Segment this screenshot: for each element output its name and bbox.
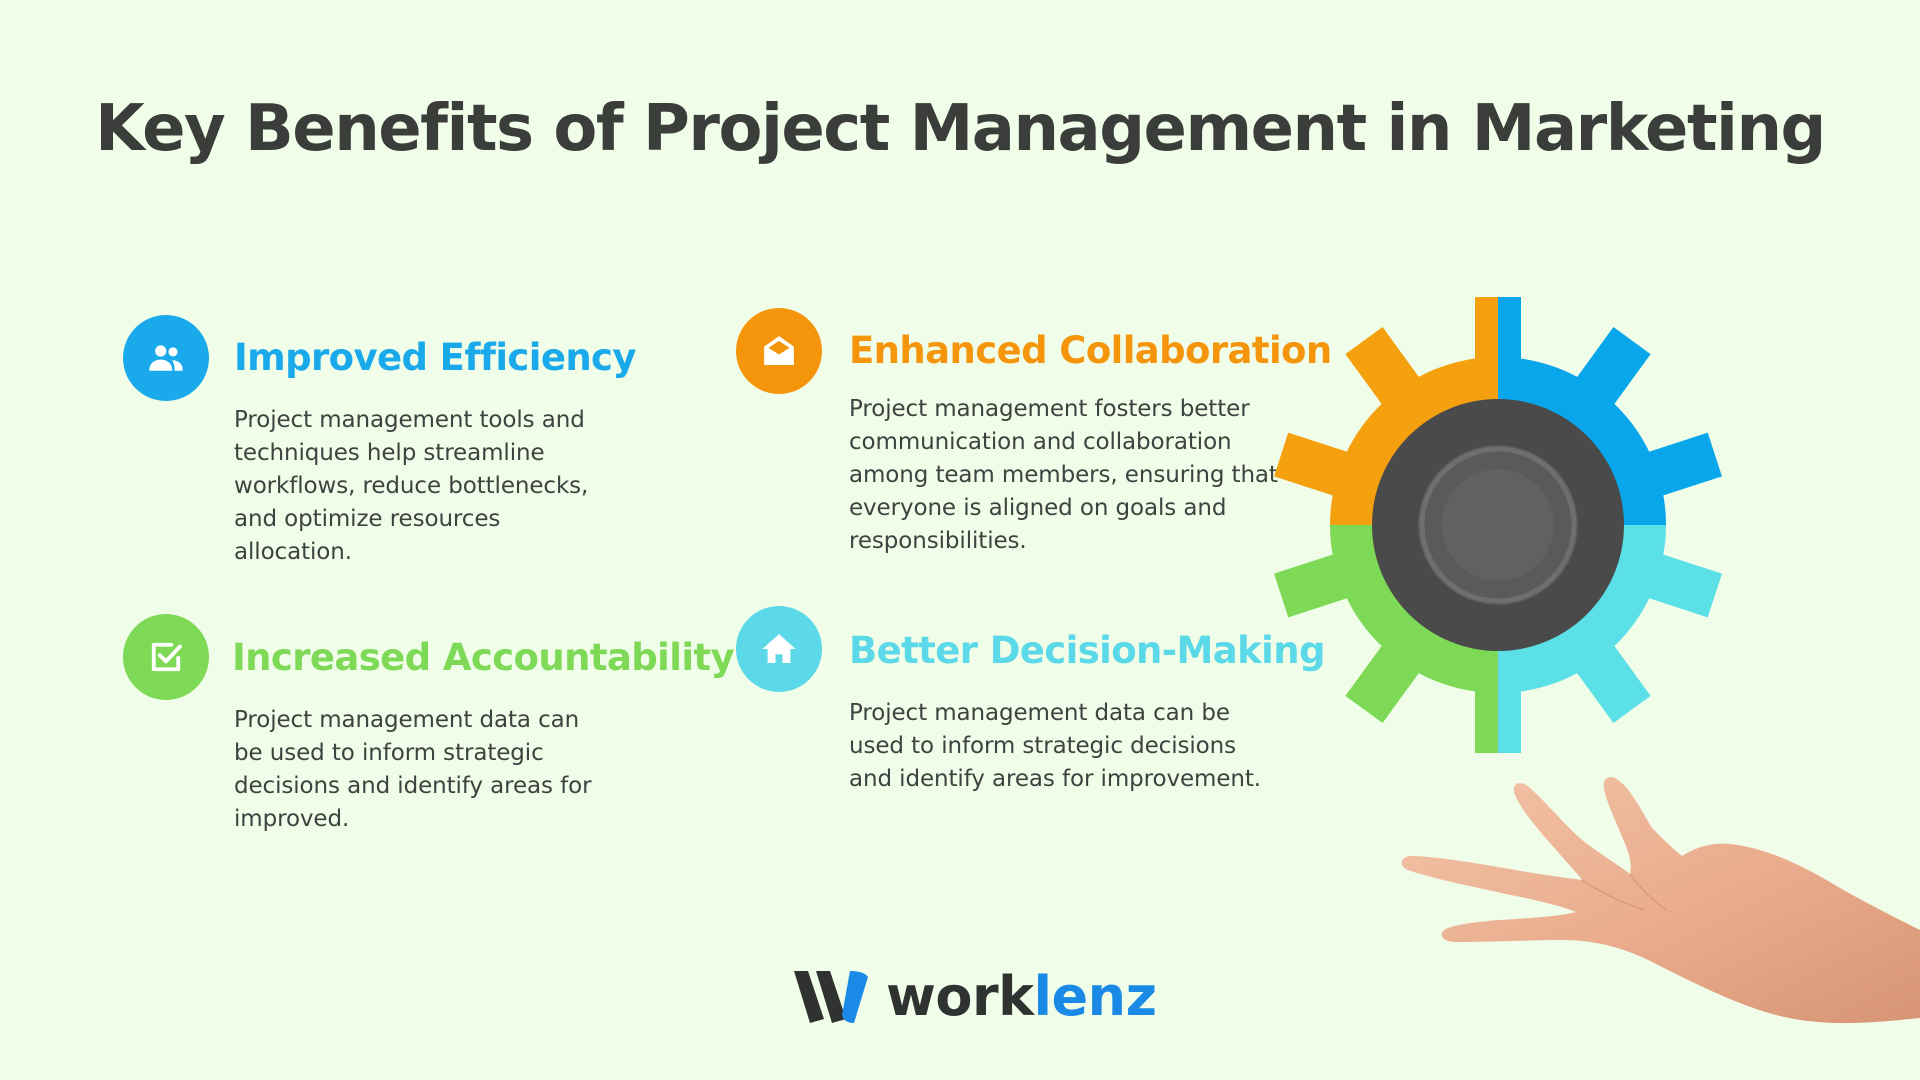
worklenz-logo: worklenz — [790, 965, 1157, 1028]
benefit-heading: Enhanced Collaboration — [849, 329, 1332, 372]
checkbox-icon — [123, 614, 209, 700]
logo-text-lenz: lenz — [1033, 965, 1158, 1028]
benefit-heading: Increased Accountability — [232, 636, 735, 679]
benefit-description: Project management fosters better commun… — [849, 396, 1278, 554]
benefit-heading: Improved Efficiency — [234, 336, 637, 379]
open-envelope-icon — [736, 308, 822, 394]
hand-image — [1401, 777, 1920, 1024]
page-title: Key Benefits of Project Management in Ma… — [95, 92, 1826, 166]
users-icon — [123, 315, 209, 401]
benefit-description: Project management data can be used to i… — [234, 707, 592, 832]
gear-graphic — [1274, 297, 1722, 753]
benefit-heading: Better Decision-Making — [849, 629, 1325, 672]
benefit-description: Project management tools and techniques … — [234, 407, 589, 565]
benefit-description: Project management data can be used to i… — [849, 700, 1261, 792]
logo-text-work: work — [886, 965, 1034, 1028]
worklenz-wordmark: worklenz — [886, 965, 1157, 1028]
worklenz-logo-mark-icon — [794, 970, 868, 1023]
home-icon — [736, 606, 822, 692]
